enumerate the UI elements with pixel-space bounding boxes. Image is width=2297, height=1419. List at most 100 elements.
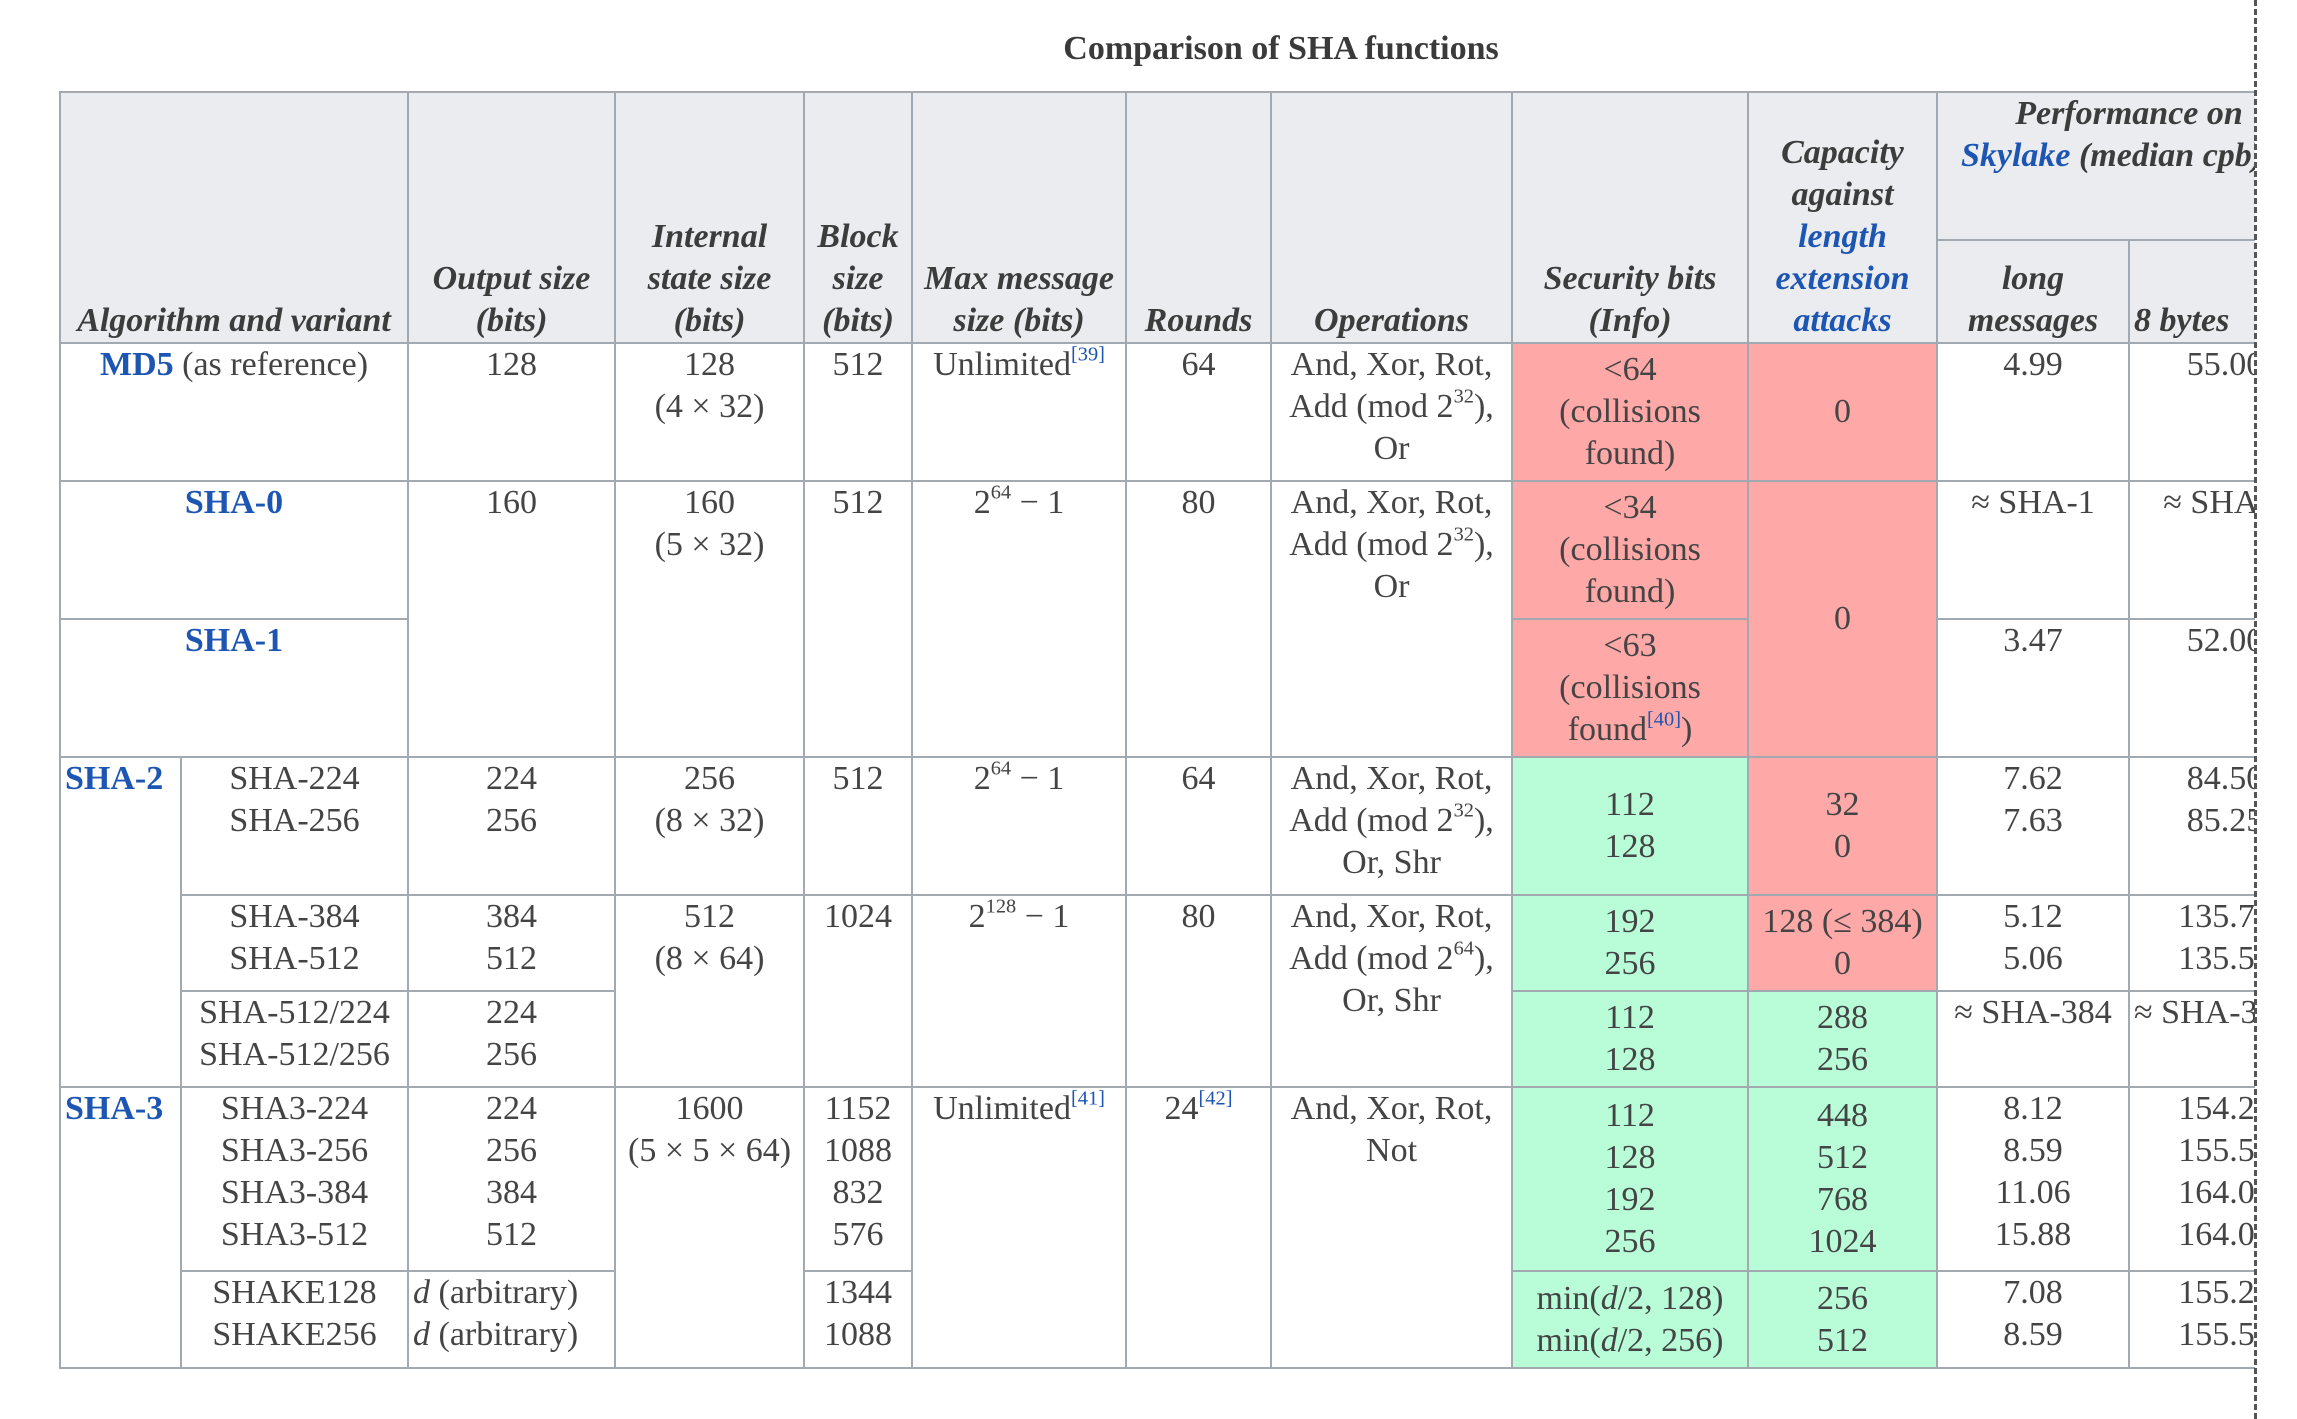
cell-line: 112 xyxy=(1605,999,1655,1036)
cell: 160 xyxy=(407,480,617,758)
variable: d xyxy=(413,1316,431,1353)
cell-line: 256 xyxy=(486,1132,538,1169)
header-cell: long messages xyxy=(1936,239,2131,344)
cell-line: 154.25 xyxy=(2178,1090,2255,1127)
cell: ≈ SHA-384 xyxy=(1936,990,2131,1088)
cell-line: 832 xyxy=(832,1174,884,1211)
cell: 512 xyxy=(803,342,914,482)
cell: 224 256 384 512 xyxy=(407,1086,617,1272)
header-link[interactable]: length extension attacks xyxy=(1775,218,1910,339)
cell-line: 155.50 xyxy=(2178,1316,2255,1353)
header-link[interactable]: Skylake xyxy=(1960,137,2071,174)
cell-line: 384 xyxy=(486,1174,538,1211)
cell-line: SHA-512 xyxy=(229,940,360,977)
exponent: 32 xyxy=(1453,385,1474,408)
cell: 7.08 8.59 xyxy=(1936,1270,2131,1369)
cell-line: SHA3-224 xyxy=(220,1090,369,1127)
header-text: long messages xyxy=(1967,260,2099,339)
exponent: 64 xyxy=(990,481,1012,504)
cell-line: SHA3-512 xyxy=(220,1216,369,1253)
exponent: 64 xyxy=(1453,937,1474,960)
cell-line: 256 xyxy=(486,802,538,839)
cell-line: min(d/2, 128) xyxy=(1517,1278,1743,1320)
cell-line: <63 xyxy=(1603,627,1657,664)
cell: SHA-384 SHA-512 xyxy=(179,894,410,992)
cell-line: 135.75 xyxy=(2178,898,2255,935)
cell-line: SHAKE128 xyxy=(212,1274,377,1311)
algorithm-link[interactable]: MD5 xyxy=(99,346,174,383)
cell-text: (collisions found xyxy=(1559,669,1701,748)
cell-line: 256 xyxy=(1817,1279,1869,1317)
cell-line: 224 xyxy=(486,760,538,797)
cell-text: 2 xyxy=(973,484,991,521)
cell-line: 128 xyxy=(1604,1139,1656,1176)
cell: SHA-512/224 SHA-512/256 xyxy=(179,990,410,1088)
algorithm-link[interactable]: SHA-1 xyxy=(184,622,284,659)
algorithm-link[interactable]: SHA-2 xyxy=(65,760,164,797)
algorithm-link[interactable]: SHA-0 xyxy=(184,484,284,521)
cell-line: 164.00 xyxy=(2178,1216,2255,1253)
cell-line: 7.63 xyxy=(2003,802,2063,839)
cell-line: (5 × 5 × 64) xyxy=(628,1132,792,1169)
cell: 112 128 192 256 xyxy=(1511,1086,1750,1272)
variable: d xyxy=(1600,1279,1618,1317)
cell-text: Add (mod 2 xyxy=(1289,940,1454,977)
reference[interactable]: [42] xyxy=(1198,1087,1233,1110)
variable: d xyxy=(1600,1321,1618,1359)
header-cell: Max message size (bits) xyxy=(911,91,1128,344)
header-cell: Rounds xyxy=(1125,91,1273,344)
cell-line: 160 xyxy=(684,484,736,521)
cell-text: ), xyxy=(1473,526,1494,563)
cell-line: 128 xyxy=(1604,828,1656,865)
cell: 80 xyxy=(1125,894,1273,1088)
cell: 512 xyxy=(803,756,914,896)
variable: d xyxy=(413,1274,431,1311)
cell-line: And, Xor, Rot, xyxy=(1290,1090,1493,1127)
cell-line: 576 xyxy=(832,1216,884,1253)
note: (as reference) xyxy=(182,346,369,383)
cell-line: 256 xyxy=(684,760,736,797)
cell-line: 1152 xyxy=(824,1090,892,1127)
cell-line: 224 xyxy=(486,1090,538,1127)
cell: 112 128 xyxy=(1511,990,1750,1088)
cell-line: 1024 xyxy=(1808,1223,1877,1260)
header-cell: Output size (bits) xyxy=(407,91,617,344)
cell: 7.62 7.63 xyxy=(1936,756,2131,896)
cell-line: 384 xyxy=(486,898,538,935)
cell: 52.00 xyxy=(2128,618,2255,758)
cell: 0 xyxy=(1747,342,1939,482)
reference[interactable]: [40] xyxy=(1647,708,1681,731)
cell-line: 128 xyxy=(1604,1041,1656,1078)
exponent: 128 xyxy=(985,895,1017,918)
header-text: Capacity against xyxy=(1781,134,1904,213)
cell-text: (arbitrary) xyxy=(430,1316,579,1353)
cell-line: 256 xyxy=(1817,1041,1869,1078)
cell-text: 24 xyxy=(1164,1090,1199,1127)
cell-text: ), xyxy=(1473,940,1494,977)
cell-line: 192 xyxy=(1604,903,1656,940)
cell: 256 512 xyxy=(1747,1270,1939,1369)
reference[interactable]: [39] xyxy=(1070,343,1105,366)
cell-line: Add (mod 264), xyxy=(1276,938,1507,980)
cell-line: 7.08 xyxy=(2003,1274,2063,1311)
reference[interactable]: [41] xyxy=(1070,1087,1105,1110)
cell: 32 0 xyxy=(1747,756,1939,896)
cell-line: SHAKE256 xyxy=(212,1316,377,1353)
cell-text: (collisions found) xyxy=(1559,393,1701,472)
header-text: Operations xyxy=(1314,302,1469,339)
algorithm-cell: SHA-3 xyxy=(59,1086,182,1369)
cell: d (arbitrary) d (arbitrary) xyxy=(407,1270,617,1369)
cell: 135.75 135.50 xyxy=(2128,894,2255,992)
algorithm-cell: SHA-1 xyxy=(59,618,410,758)
cell: 2128 − 1 xyxy=(911,894,1128,1088)
cell: 160 (5 × 32) xyxy=(614,480,806,758)
cell-line: SHA-512/256 xyxy=(199,1036,390,1073)
algorithm-link[interactable]: SHA-3 xyxy=(65,1090,164,1127)
cell: 154.25 155.50 164.00 164.00 xyxy=(2128,1086,2255,1272)
cell: 1600 (5 × 5 × 64) xyxy=(614,1086,806,1369)
cell: And, Xor, Rot, Add (mod 232), Or, Shr xyxy=(1270,756,1514,896)
cell-text: − 1 xyxy=(1011,484,1065,521)
cell: 224 256 xyxy=(407,756,617,896)
